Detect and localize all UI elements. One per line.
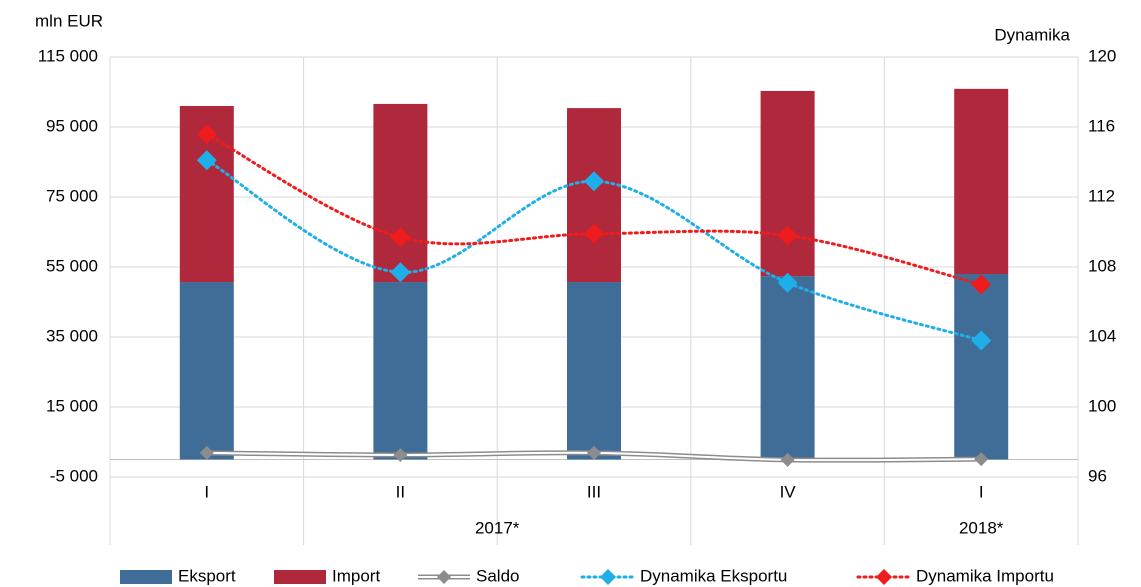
y2-tick-label: 104 [1088, 326, 1116, 345]
marker [780, 452, 795, 467]
bar [567, 108, 621, 283]
y2-tick-label: 100 [1088, 396, 1116, 415]
x-tick-label: I [204, 482, 209, 501]
y2-tick-label: 96 [1088, 466, 1107, 485]
y-tick-label: 115 000 [38, 46, 98, 65]
x-tick-label: IV [780, 482, 797, 501]
x-tick-label: II [396, 482, 405, 501]
marker [390, 227, 411, 248]
bar [954, 274, 1009, 460]
legend-swatch [274, 570, 326, 584]
y2-tick-label: 108 [1088, 256, 1116, 275]
x-tick-label: I [979, 482, 984, 501]
marker [974, 452, 989, 467]
legend-label: Import [332, 566, 380, 585]
marker [777, 225, 798, 246]
bar [373, 282, 428, 460]
legend-label: Saldo [476, 566, 519, 585]
marker [971, 274, 992, 295]
y2-tick-label: 120 [1088, 46, 1116, 65]
marker [777, 272, 798, 293]
legend-swatch [437, 570, 451, 584]
bar [179, 282, 234, 460]
legend-label: Eksport [178, 566, 236, 585]
marker [196, 150, 217, 171]
y-tick-label: 35 000 [46, 326, 98, 345]
marker [393, 447, 408, 462]
bar [954, 88, 1009, 274]
legend-label: Dynamika Eksportu [640, 566, 787, 585]
bar [373, 103, 428, 283]
legend-swatch [120, 570, 172, 584]
y-tick-label: 95 000 [46, 116, 98, 135]
y2-axis-title: Dynamika [994, 25, 1070, 44]
y-tick-label: 75 000 [46, 186, 98, 205]
bar [760, 90, 815, 277]
legend-swatch [876, 569, 892, 585]
group-label: 2018* [959, 518, 1004, 537]
y2-tick-label: 112 [1088, 186, 1115, 205]
marker [971, 330, 992, 351]
legend-swatch [600, 569, 616, 585]
marker [196, 124, 217, 144]
y-tick-label: -5 000 [50, 466, 98, 485]
x-tick-label: III [587, 482, 601, 501]
marker [199, 445, 214, 460]
marker [587, 445, 601, 460]
marker [584, 223, 604, 244]
y2-tick-label: 116 [1088, 116, 1115, 135]
y-tick-label: 55 000 [46, 256, 98, 275]
bar [760, 276, 815, 460]
marker [390, 262, 411, 283]
marker [584, 171, 604, 192]
y-tick-label: 15 000 [46, 396, 98, 415]
legend-label: Dynamika Importu [916, 566, 1054, 585]
y-axis-title: mln EUR [35, 11, 103, 30]
bar [567, 282, 621, 460]
group-label: 2017* [475, 518, 520, 537]
